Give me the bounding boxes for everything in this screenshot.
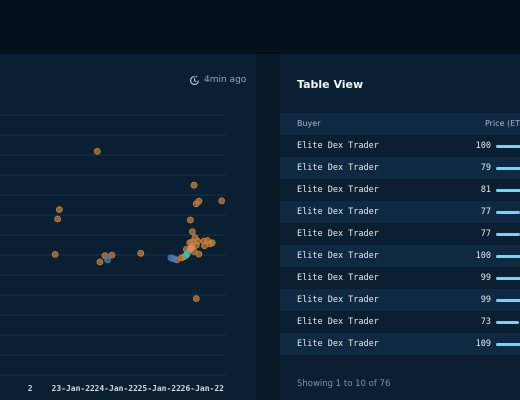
table-row[interactable]: Elite Dex Trader 100 [280,135,520,157]
table-title: Table View [297,78,364,91]
table-row[interactable]: Elite Dex Trader 99 [280,289,520,311]
x-tick-label: 25-Jan-22 [138,384,182,393]
buyer-cell: Elite Dex Trader [297,273,379,283]
updated-text: 4min ago [204,75,247,85]
buyer-cell: Elite Dex Trader [297,251,379,261]
scatter-point[interactable] [170,255,177,263]
price-bar [496,189,520,192]
price-cell: 79 [480,163,491,173]
buyer-cell: Elite Dex Trader [297,163,379,173]
scatter-point[interactable] [194,237,202,245]
refresh-clock-icon [189,75,200,85]
scatter-point[interactable] [51,250,59,258]
price-bar [496,211,520,214]
scatter-point[interactable] [108,251,116,259]
price-cell: 99 [480,273,491,283]
buyer-cell: Elite Dex Trader [297,141,379,151]
table-panel: Table View Buyer Price (ET Elite Dex Tra… [280,54,520,400]
scatter-point[interactable] [190,181,198,189]
buyer-cell: Elite Dex Trader [297,339,379,349]
scatter-point[interactable] [104,256,111,264]
price-cell: 77 [480,207,491,217]
scatter-point[interactable] [96,258,104,266]
scatter-point[interactable] [54,215,62,223]
buyer-cell: Elite Dex Trader [297,229,379,239]
price-cell: 73 [480,317,491,327]
panel-divider [256,54,280,400]
price-cell: 81 [480,185,491,195]
scatter-point[interactable] [195,250,203,258]
pagination-info: Showing 1 to 10 of 76 [297,379,391,389]
scatter-point[interactable] [137,249,145,257]
buyer-cell: Elite Dex Trader [297,317,379,327]
table-row[interactable]: Elite Dex Trader 109 [280,333,520,355]
table-row[interactable]: Elite Dex Trader 81 [280,179,520,201]
price-cell: 77 [480,229,491,239]
price-bar [496,343,520,346]
column-header-price[interactable]: Price (ET [485,119,520,128]
price-bar [496,255,520,258]
x-tick-label: 24-Jan-22 [95,384,139,393]
price-cell: 99 [480,295,491,305]
scatter-point[interactable] [183,250,191,258]
column-header-buyer[interactable]: Buyer [297,119,321,128]
x-tick-label: 2 [28,384,33,393]
buyer-cell: Elite Dex Trader [297,207,379,217]
table-row[interactable]: Elite Dex Trader 79 [280,157,520,179]
price-bar [496,233,520,236]
last-updated: 4min ago [189,72,246,88]
scatter-point[interactable] [201,242,208,250]
table-row[interactable]: Elite Dex Trader 100 [280,245,520,267]
scatter-point[interactable] [218,197,226,205]
table-row[interactable]: Elite Dex Trader 77 [280,201,520,223]
table-row[interactable]: Elite Dex Trader 77 [280,223,520,245]
table-row[interactable]: Elite Dex Trader 99 [280,267,520,289]
price-bar [496,167,520,170]
price-bar [496,321,519,324]
x-tick-label: 26-Jan-22 [181,384,225,393]
scatter-point[interactable] [208,239,216,247]
scatter-point[interactable] [195,197,203,205]
scatter-point[interactable] [93,147,101,155]
x-tick-label: 23-Jan-22 [52,384,96,393]
price-cell: 100 [475,141,491,151]
top-bar [0,0,520,54]
scatter-point[interactable] [56,206,63,214]
buyer-cell: Elite Dex Trader [297,295,379,305]
table-header: Buyer Price (ET [280,113,520,135]
scatter-point[interactable] [186,216,194,224]
buyer-cell: Elite Dex Trader [297,185,379,195]
chart-panel [0,54,256,400]
price-bar [496,145,520,148]
price-cell: 109 [475,339,491,349]
price-bar [496,299,520,302]
scatter-point[interactable] [192,295,200,303]
scatter-point[interactable] [188,228,196,236]
scatter-chart: 2 23-Jan-22 24-Jan-22 25-Jan-22 26-Jan-22 [0,114,226,393]
table-row[interactable]: Elite Dex Trader 73 [280,311,520,333]
price-cell: 100 [475,251,491,261]
price-bar [496,277,520,280]
scatter-point[interactable] [188,243,196,251]
